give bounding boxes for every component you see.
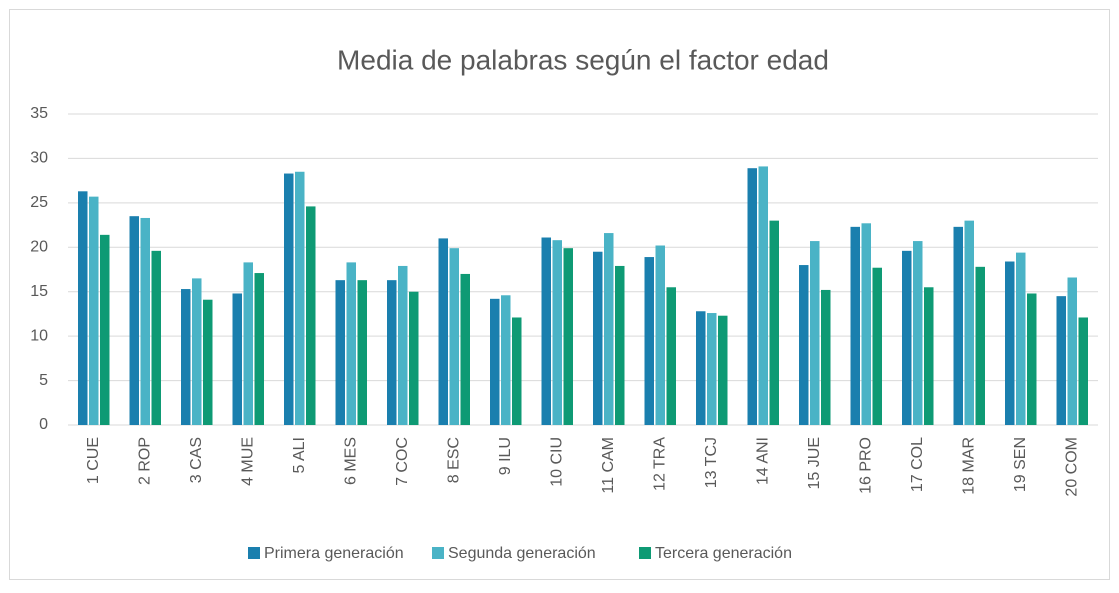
bar	[1056, 296, 1066, 425]
bar	[78, 191, 88, 425]
x-tick-label: 16 PRO	[857, 437, 874, 494]
bar	[821, 289, 831, 425]
y-tick-label: 35	[30, 105, 48, 122]
bar	[460, 273, 470, 425]
x-tick-label: 6 MES	[342, 437, 359, 485]
bar	[254, 273, 264, 425]
bar	[1016, 252, 1026, 425]
bar	[129, 216, 139, 425]
x-tick-label: 5 ALI	[291, 437, 308, 473]
bar	[357, 280, 367, 425]
bar	[747, 168, 757, 425]
bar	[953, 226, 963, 425]
bar	[696, 311, 706, 425]
bar	[563, 248, 573, 425]
bar	[975, 266, 985, 425]
x-tick-label: 20 COM	[1063, 437, 1080, 497]
x-tick-label: 3 CAS	[188, 437, 205, 483]
x-tick-label: 12 TRA	[651, 437, 668, 491]
chart-title: Media de palabras según el factor edad	[337, 44, 829, 75]
y-tick-label: 0	[39, 416, 48, 433]
x-tick-label: 15 JUE	[806, 437, 823, 489]
bar	[964, 220, 974, 425]
bar	[769, 220, 779, 425]
bar	[89, 196, 99, 425]
bar	[1067, 277, 1077, 425]
bar	[192, 278, 202, 425]
bar	[861, 223, 871, 425]
bar	[501, 295, 511, 425]
legend-swatch	[432, 547, 444, 559]
bar	[1027, 293, 1037, 425]
bar	[438, 238, 448, 425]
x-tick-label: 2 ROP	[136, 437, 153, 485]
x-tick-label: 17 COL	[909, 437, 926, 492]
bar	[181, 289, 191, 425]
bar	[232, 293, 242, 425]
bar	[387, 280, 397, 425]
bar	[541, 237, 551, 425]
bar	[398, 265, 408, 425]
bar	[1005, 261, 1015, 425]
bar	[512, 317, 522, 425]
legend-label: Segunda generación	[448, 545, 596, 562]
bar	[604, 233, 614, 425]
bar	[100, 234, 110, 425]
bar	[490, 298, 500, 425]
bar	[758, 166, 768, 425]
bar	[850, 226, 860, 425]
x-tick-label: 1 CUE	[85, 437, 102, 484]
y-tick-label: 20	[30, 239, 48, 256]
y-tick-label: 30	[30, 150, 48, 167]
x-tick-label: 10 CIU	[548, 437, 565, 487]
legend-label: Tercera generación	[655, 545, 792, 562]
legend-label: Primera generación	[264, 545, 404, 562]
bar	[409, 291, 419, 425]
bar	[243, 262, 253, 425]
x-tick-label: 13 TCJ	[703, 437, 720, 488]
bar	[1078, 317, 1088, 425]
bar	[913, 241, 923, 425]
bar	[615, 265, 625, 425]
bar	[284, 173, 294, 425]
y-tick-label: 10	[30, 327, 48, 344]
bar	[872, 267, 882, 425]
bar	[924, 287, 934, 425]
legend-swatch	[248, 547, 260, 559]
bar	[655, 245, 665, 425]
bar	[799, 265, 809, 425]
x-tick-label: 9 ILU	[497, 437, 514, 475]
bar	[346, 262, 356, 425]
x-tick-label: 4 MUE	[239, 437, 256, 486]
bar	[449, 248, 459, 425]
bar	[140, 217, 150, 425]
x-tick-label: 11 CAM	[600, 437, 617, 494]
bar	[718, 315, 728, 425]
x-tick-label: 7 COC	[394, 437, 411, 486]
bar	[810, 241, 820, 425]
bar	[666, 287, 676, 425]
bar	[203, 299, 213, 425]
bar	[593, 251, 603, 425]
bar	[552, 240, 562, 425]
bar	[335, 280, 345, 425]
y-tick-label: 25	[30, 194, 48, 211]
bar	[902, 250, 912, 425]
bar	[151, 250, 161, 425]
x-tick-label: 18 MAR	[960, 437, 977, 495]
x-tick-label: 8 ESC	[445, 437, 462, 483]
bar	[707, 313, 717, 425]
bar	[644, 257, 654, 425]
x-tick-label: 14 ANI	[754, 437, 771, 485]
y-tick-label: 15	[30, 283, 48, 300]
x-tick-label: 19 SEN	[1012, 437, 1029, 492]
y-tick-label: 5	[39, 372, 48, 389]
bar	[306, 206, 316, 425]
legend-swatch	[639, 547, 651, 559]
bar	[295, 171, 305, 425]
